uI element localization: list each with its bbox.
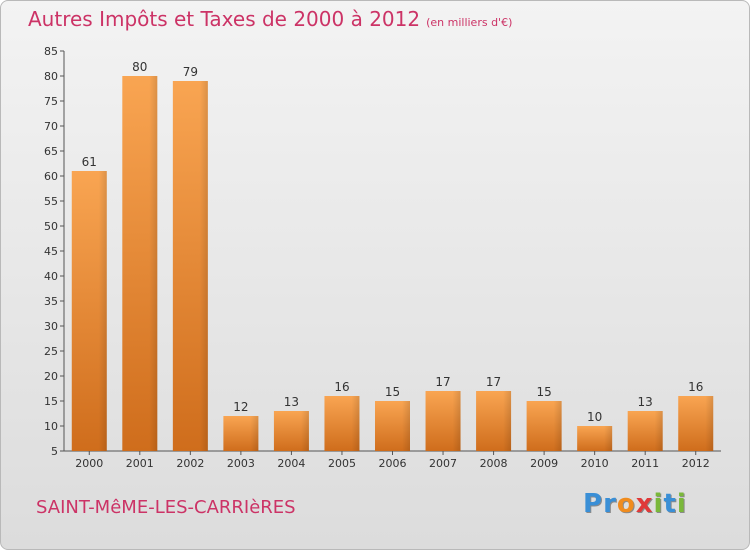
bar-shade	[199, 81, 208, 451]
x-tick-label: 2011	[631, 457, 659, 470]
y-tick-label: 15	[44, 395, 58, 408]
bar-shade	[503, 391, 512, 451]
x-tick-label: 2006	[379, 457, 407, 470]
logo-letter: r	[603, 489, 617, 519]
bar-value-label: 13	[284, 395, 299, 409]
logo-letter: P	[583, 489, 604, 519]
x-tick-label: 2010	[581, 457, 609, 470]
chart-title: Autres Impôts et Taxes de 2000 à 2012	[28, 7, 421, 31]
y-tick-label: 20	[44, 370, 58, 383]
bar-shade	[705, 396, 714, 451]
bar-shade	[604, 426, 613, 451]
bar-shade	[654, 411, 663, 451]
y-tick-label: 40	[44, 270, 58, 283]
bar-value-label: 80	[132, 60, 147, 74]
proxiti-logo: Proxiti	[583, 489, 687, 519]
bar-value-label: 15	[536, 385, 551, 399]
bar-value-label: 10	[587, 410, 602, 424]
y-tick-label: 80	[44, 70, 58, 83]
x-tick-label: 2005	[328, 457, 356, 470]
x-tick-label: 2001	[126, 457, 154, 470]
bar-value-label: 17	[435, 375, 450, 389]
y-tick-label: 5	[51, 445, 58, 458]
logo-letter: i	[676, 489, 687, 519]
y-tick-label: 60	[44, 170, 58, 183]
y-tick-label: 25	[44, 345, 58, 358]
bar-value-label: 79	[183, 65, 198, 79]
x-tick-label: 2008	[480, 457, 508, 470]
bar-layer: 61 80 79 12 13 16 15 17 17 15 10 13 16	[71, 60, 714, 451]
y-tick-label: 75	[44, 95, 58, 108]
x-tick-label: 2004	[277, 457, 305, 470]
bar-shade	[250, 416, 259, 451]
bar-shade	[402, 401, 410, 451]
x-tick-label: 2003	[227, 457, 255, 470]
bar-shade	[149, 76, 158, 451]
y-tick-label: 10	[44, 420, 58, 433]
bar-value-label: 15	[385, 385, 400, 399]
y-tick-label: 30	[44, 320, 58, 333]
bar-shade	[351, 396, 360, 451]
y-tick-label: 85	[44, 45, 58, 58]
logo-letter: t	[663, 489, 677, 519]
bar-shade	[300, 411, 309, 451]
y-tick-label: 65	[44, 145, 58, 158]
x-tick-label: 2007	[429, 457, 457, 470]
y-tick-label: 70	[44, 120, 58, 133]
x-tick-label: 2000	[75, 457, 103, 470]
bar-value-label: 16	[688, 380, 703, 394]
bar-value-label: 12	[233, 400, 248, 414]
y-tick-label: 50	[44, 220, 58, 233]
bar-value-label: 13	[638, 395, 653, 409]
bar-shade	[452, 391, 461, 451]
bar-value-label: 61	[82, 155, 97, 169]
axis-layer: 5 10 15 20 25 30 35 40 45 50 55 60 65 70 75 80 85 2000 200…	[44, 45, 721, 470]
chart-unit: (en milliers d'€)	[426, 16, 513, 29]
x-tick-label: 2012	[682, 457, 710, 470]
title-row: Autres Impôts et Taxes de 2000 à 2012 (en…	[28, 7, 512, 31]
y-tick-label: 55	[44, 195, 58, 208]
x-tick-label: 2009	[530, 457, 558, 470]
bar-value-label: 17	[486, 375, 501, 389]
commune-name: SAINT-MêME-LES-CARRIèRES	[36, 497, 296, 518]
logo-letter: o	[616, 489, 636, 519]
logo-letter: i	[653, 489, 664, 519]
y-tick-label: 45	[44, 245, 58, 258]
y-tick-label: 35	[44, 295, 58, 308]
bar-value-label: 16	[334, 380, 349, 394]
logo-letter: x	[635, 489, 654, 519]
bar-shade	[553, 401, 562, 451]
bar-shade	[98, 171, 107, 451]
x-tick-label: 2002	[176, 457, 204, 470]
